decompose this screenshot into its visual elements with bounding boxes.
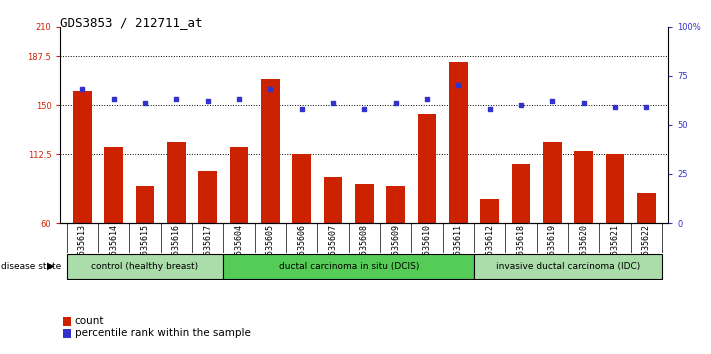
Bar <box>198 171 217 302</box>
Bar <box>324 177 343 302</box>
Bar <box>355 184 374 302</box>
Bar <box>105 147 123 302</box>
Bar <box>449 62 468 302</box>
Bar <box>261 79 280 302</box>
Bar <box>474 253 662 279</box>
Bar <box>230 147 248 302</box>
Bar <box>512 164 530 302</box>
Point <box>609 104 621 110</box>
Point <box>453 82 464 88</box>
Bar <box>637 193 656 302</box>
Bar <box>136 186 154 302</box>
Text: ▶: ▶ <box>48 261 55 271</box>
Point <box>233 96 245 102</box>
Point <box>515 102 527 108</box>
Bar <box>167 142 186 302</box>
Point <box>296 106 307 112</box>
Bar <box>606 154 624 302</box>
Bar <box>543 142 562 302</box>
Bar <box>574 151 593 302</box>
Point <box>264 87 276 92</box>
Text: count: count <box>75 316 104 326</box>
Point <box>327 100 338 106</box>
Text: GDS3853 / 212711_at: GDS3853 / 212711_at <box>60 16 203 29</box>
Text: disease state: disease state <box>1 262 62 271</box>
Point <box>359 106 370 112</box>
Point <box>77 87 88 92</box>
Point <box>202 98 213 104</box>
Bar <box>223 253 474 279</box>
Point <box>108 96 119 102</box>
Point <box>641 104 652 110</box>
Bar <box>67 253 223 279</box>
Bar <box>386 186 405 302</box>
Bar <box>73 91 92 302</box>
Text: percentile rank within the sample: percentile rank within the sample <box>75 329 250 338</box>
Text: invasive ductal carcinoma (IDC): invasive ductal carcinoma (IDC) <box>496 262 640 271</box>
Bar <box>417 114 437 302</box>
Point <box>547 98 558 104</box>
Point <box>390 100 402 106</box>
Text: control (healthy breast): control (healthy breast) <box>92 262 198 271</box>
Point <box>139 100 151 106</box>
Point <box>171 96 182 102</box>
Text: ductal carcinoma in situ (DCIS): ductal carcinoma in situ (DCIS) <box>279 262 419 271</box>
Point <box>484 106 496 112</box>
Point <box>422 96 433 102</box>
Bar <box>292 154 311 302</box>
Bar <box>481 199 499 302</box>
Point <box>578 100 589 106</box>
